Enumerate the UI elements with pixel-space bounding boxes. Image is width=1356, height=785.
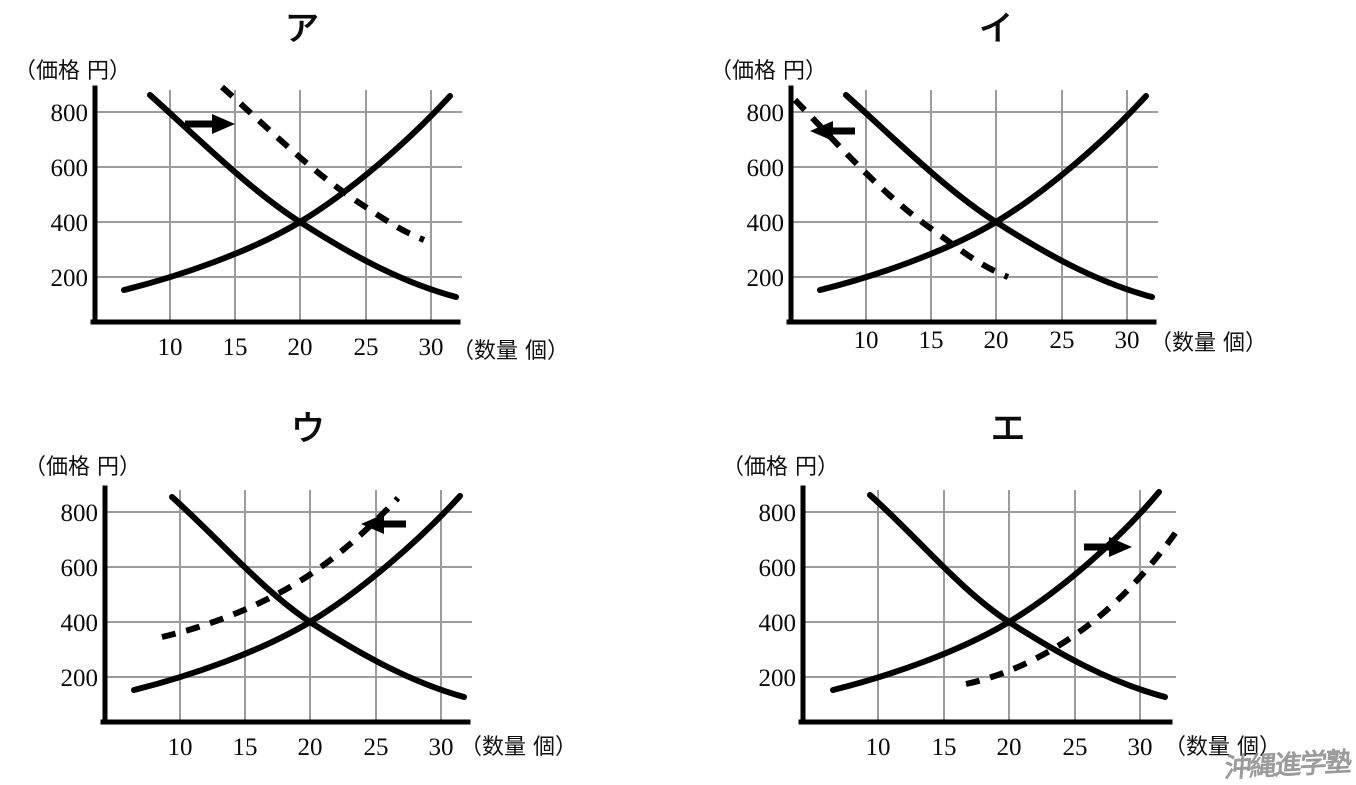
supply-curve-a	[121, 93, 453, 293]
y-tick-600-a: 600	[51, 155, 89, 182]
x-tick-20-d: 20	[997, 734, 1022, 761]
y-tick-400-a: 400	[51, 210, 89, 237]
x-axis-caption-a: （数量 個）	[452, 339, 569, 364]
panel-title-b: イ	[979, 9, 1013, 49]
axes-a	[90, 85, 461, 325]
x-tick-10-a: 10	[158, 334, 183, 361]
x-tick-25-b: 25	[1050, 327, 1075, 354]
x-tick-20-b: 20	[984, 327, 1009, 354]
y-tick-800-a: 800	[51, 100, 89, 127]
x-tick-20-c: 20	[298, 734, 323, 761]
shift-arrow-b	[810, 121, 855, 141]
shift-arrow-d	[1084, 537, 1132, 557]
y-tick-200-d: 200	[759, 665, 797, 692]
x-tick-10-b: 10	[854, 327, 879, 354]
supply-curve-d	[830, 489, 1162, 693]
axes-c	[100, 485, 471, 725]
y-axis-caption-d: （価格 円）	[722, 455, 839, 480]
x-tick-15-a: 15	[223, 334, 248, 361]
panel-title-c: ウ	[291, 409, 325, 449]
x-tick-30-d: 30	[1128, 734, 1153, 761]
y-axis-caption-c: （価格 円）	[24, 455, 141, 480]
gridlines-c	[105, 490, 472, 720]
x-tick-25-a: 25	[354, 334, 379, 361]
x-tick-15-c: 15	[233, 734, 258, 761]
x-tick-10-c: 10	[168, 734, 193, 761]
axes-d	[798, 485, 1173, 725]
y-tick-labels-c: 800 600 400 200	[61, 500, 99, 692]
x-tick-10-d: 10	[866, 734, 891, 761]
x-tick-15-d: 15	[932, 734, 957, 761]
y-tick-200-a: 200	[51, 265, 89, 292]
shift-arrow-a	[185, 114, 235, 134]
x-tick-labels-d: 10 15 20 25 30	[866, 734, 1153, 761]
y-tick-600-d: 600	[759, 555, 797, 582]
y-axis-caption-b: （価格 円）	[710, 59, 827, 84]
gridlines-b	[791, 90, 1158, 320]
x-axis-caption-c: （数量 個）	[460, 735, 577, 760]
panel-title-d: エ	[991, 409, 1025, 449]
y-tick-400-b: 400	[747, 210, 785, 237]
watermark: 沖縄進学塾	[1222, 746, 1352, 785]
y-tick-600-c: 600	[61, 555, 99, 582]
y-tick-800-d: 800	[759, 500, 797, 527]
x-axis-caption-b: （数量 個）	[1150, 331, 1267, 356]
panel-b: イ （価格 円） （数量 個） 800 600 400	[678, 0, 1356, 392]
x-tick-25-c: 25	[364, 734, 389, 761]
supply-curve-shifted-c	[161, 495, 401, 640]
x-tick-20-a: 20	[288, 334, 313, 361]
y-tick-400-d: 400	[759, 610, 797, 637]
x-tick-labels-a: 10 15 20 25 30	[158, 334, 444, 361]
x-axis-caption-d: （数量 個）	[1164, 735, 1281, 760]
y-axis-caption-a: （価格 円）	[14, 59, 131, 84]
x-tick-30-b: 30	[1115, 327, 1140, 354]
x-tick-labels-c: 10 15 20 25 30	[168, 734, 454, 761]
shift-arrow-c	[361, 514, 406, 534]
panel-title-a: ア	[285, 9, 319, 49]
y-tick-400-c: 400	[61, 610, 99, 637]
demand-curve-shifted-a	[220, 84, 426, 243]
y-tick-labels-b: 800 600 400 200	[747, 100, 785, 292]
panel-c: ウ （価格 円） （数量 個） 800 600 400	[0, 392, 678, 784]
y-tick-800-b: 800	[747, 100, 785, 127]
supply-curve-shifted-d	[965, 523, 1184, 687]
y-tick-labels-d: 800 600 400 200	[759, 500, 797, 692]
x-tick-labels-b: 10 15 20 25 30	[854, 327, 1140, 354]
x-tick-15-b: 15	[919, 327, 944, 354]
supply-curve-b	[817, 93, 1149, 293]
x-tick-25-d: 25	[1063, 734, 1088, 761]
y-tick-200-c: 200	[61, 665, 99, 692]
axes-b	[786, 85, 1157, 325]
gridlines-a	[95, 90, 462, 320]
y-tick-600-b: 600	[747, 155, 785, 182]
y-tick-800-c: 800	[61, 500, 99, 527]
panel-d: エ （価格 円） （数量 個） 800 600 400	[678, 392, 1356, 784]
panel-a: ア （価格 円） （数量 個） 800 600 400	[0, 0, 678, 392]
supply-curve-c	[131, 493, 463, 693]
y-tick-200-b: 200	[747, 265, 785, 292]
y-tick-labels-a: 800 600 400 200	[51, 100, 89, 292]
x-tick-30-c: 30	[429, 734, 454, 761]
x-tick-30-a: 30	[419, 334, 444, 361]
